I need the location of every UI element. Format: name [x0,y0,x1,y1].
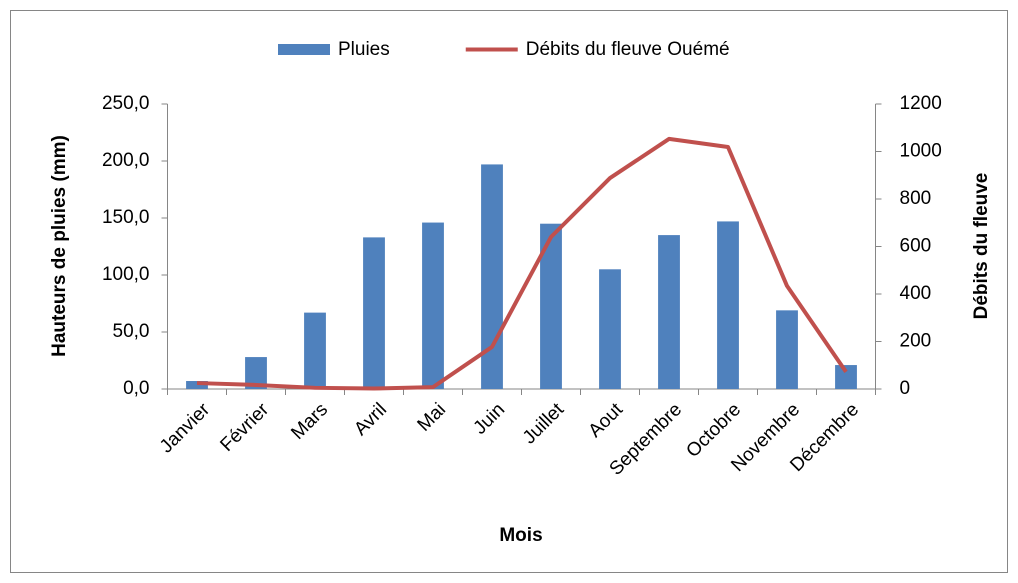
y-axis-title: Hauteurs de pluies (mm) [49,135,70,357]
bar [835,365,857,389]
line [196,136,848,391]
bar [717,221,739,389]
bar [658,235,680,389]
y2-tick-label: 1000 [900,141,942,162]
chart-frame [10,10,1008,573]
y-tick-label: 150,0 [102,207,150,228]
bar [363,237,385,389]
y-tick-label: 200,0 [102,150,150,171]
y2-tick-label: 200 [900,331,932,352]
bar [599,269,621,389]
legend-label: Débits du fleuve Ouémé [526,39,730,60]
y-tick-label: 100,0 [102,264,150,285]
y-tick-label: 250,0 [102,93,150,114]
y2-axis-title: Débits du fleuve [971,173,992,320]
bar [776,310,798,389]
y2-tick-label: 400 [900,283,932,304]
y2-tick-label: 0 [900,378,911,399]
bar [540,223,562,389]
y-tick-label: 0,0 [123,378,149,399]
legend-swatch [278,44,330,55]
bar [481,164,503,389]
y-tick-label: 50,0 [113,321,150,342]
y2-tick-label: 1200 [900,93,942,114]
bar [422,222,444,389]
y2-tick-label: 800 [900,188,932,209]
legend-label: Pluies [338,39,390,60]
bar [245,357,267,389]
bar [304,312,326,389]
y2-tick-label: 600 [900,236,932,257]
x-axis-title: Mois [499,525,542,546]
